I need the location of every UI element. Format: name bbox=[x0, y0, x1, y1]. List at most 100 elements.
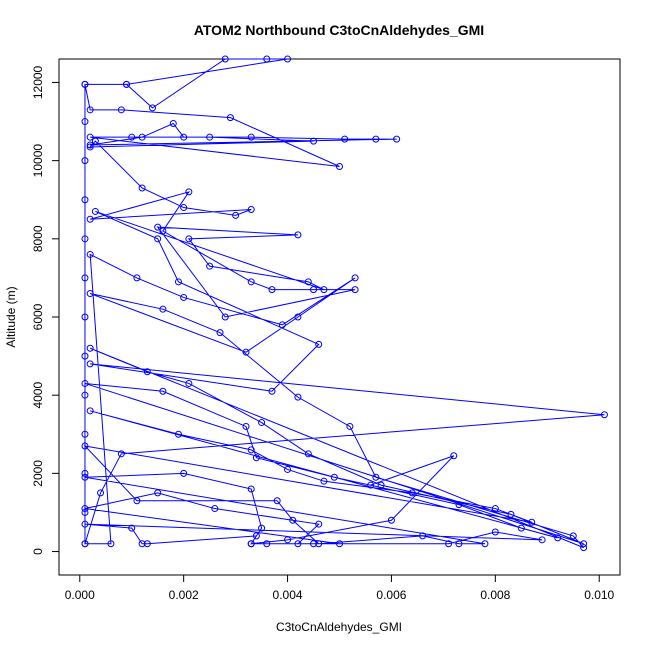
data-point bbox=[86, 215, 94, 223]
y-tick-label: 4000 bbox=[31, 382, 45, 409]
data-point bbox=[81, 391, 89, 399]
data-point bbox=[81, 379, 89, 387]
data-point bbox=[211, 505, 219, 513]
y-tick-label: 2000 bbox=[31, 460, 45, 487]
data-point bbox=[232, 211, 240, 219]
data-point bbox=[123, 80, 131, 88]
data-point bbox=[336, 540, 343, 548]
data-point bbox=[247, 133, 255, 141]
data-point bbox=[310, 137, 318, 145]
data-point bbox=[263, 540, 271, 548]
data-point bbox=[81, 157, 89, 165]
data-point bbox=[169, 120, 177, 127]
data-point bbox=[315, 540, 323, 548]
y-axis-label: Altitude (m) bbox=[4, 286, 18, 347]
data-point bbox=[143, 540, 151, 548]
data-point bbox=[528, 518, 536, 526]
data-point bbox=[294, 231, 302, 239]
x-axis-label: C3toCnAldehydes_GMI bbox=[276, 620, 402, 634]
data-point bbox=[149, 104, 156, 112]
data-point bbox=[174, 278, 182, 286]
x-tick-label: 0.010 bbox=[584, 588, 614, 602]
chart-title: ATOM2 Northbound C3toCnAldehydes_GMI bbox=[194, 22, 484, 38]
data-point bbox=[408, 489, 416, 497]
data-point bbox=[387, 516, 395, 524]
x-tick-label: 0.000 bbox=[65, 588, 95, 602]
data-point bbox=[330, 473, 338, 481]
data-point bbox=[159, 387, 167, 395]
data-point bbox=[491, 505, 499, 513]
y-tick-label: 12000 bbox=[31, 65, 45, 99]
data-point bbox=[247, 540, 255, 548]
data-point bbox=[247, 206, 255, 213]
data-point bbox=[284, 465, 292, 473]
data-point bbox=[372, 135, 380, 143]
data-point bbox=[97, 489, 105, 497]
data-point bbox=[81, 274, 89, 282]
data-point bbox=[247, 278, 255, 286]
y-tick-label: 0 bbox=[31, 548, 45, 555]
data-point bbox=[91, 137, 99, 145]
data-point bbox=[86, 344, 94, 352]
data-point bbox=[252, 454, 260, 462]
data-point bbox=[86, 250, 94, 258]
data-point bbox=[367, 481, 375, 489]
data-point bbox=[554, 534, 562, 542]
data-point bbox=[268, 286, 276, 294]
x-tick-label: 0.006 bbox=[376, 588, 406, 602]
x-tick-label: 0.008 bbox=[480, 588, 510, 602]
y-tick-label: 10000 bbox=[31, 144, 45, 178]
data-point bbox=[221, 313, 229, 321]
data-point bbox=[242, 348, 250, 356]
data-point bbox=[154, 489, 162, 497]
data-point bbox=[315, 520, 323, 528]
data-point bbox=[133, 274, 141, 282]
data-point bbox=[133, 497, 141, 505]
data-point bbox=[174, 430, 182, 438]
data-point bbox=[445, 540, 453, 548]
data-point bbox=[91, 207, 99, 215]
data-point bbox=[81, 235, 89, 243]
data-point bbox=[252, 532, 260, 540]
data-point bbox=[138, 540, 146, 548]
data-point bbox=[180, 469, 188, 477]
data-point bbox=[81, 118, 89, 126]
data-point bbox=[450, 452, 458, 460]
data-point bbox=[538, 536, 546, 544]
data-point bbox=[143, 368, 151, 376]
data-point bbox=[154, 223, 162, 231]
data-point bbox=[258, 419, 266, 427]
data-point bbox=[310, 286, 318, 294]
data-point bbox=[159, 305, 167, 313]
data-point bbox=[86, 360, 94, 368]
x-tick-label: 0.004 bbox=[273, 588, 303, 602]
data-point bbox=[455, 540, 463, 548]
data-point bbox=[284, 536, 292, 544]
series-line bbox=[83, 58, 605, 549]
data-point bbox=[226, 114, 234, 122]
data-point bbox=[81, 80, 89, 88]
data-point bbox=[117, 450, 125, 458]
data-point bbox=[81, 196, 89, 204]
data-point bbox=[346, 422, 354, 430]
data-point bbox=[491, 528, 499, 536]
data-point bbox=[81, 540, 89, 548]
data-point bbox=[351, 286, 359, 294]
data-point bbox=[81, 473, 89, 481]
data-point bbox=[86, 141, 94, 149]
data-point bbox=[336, 163, 343, 170]
data-point bbox=[128, 524, 136, 532]
data-point bbox=[117, 106, 125, 114]
data-point bbox=[221, 55, 229, 63]
data-point bbox=[180, 133, 188, 141]
data-point bbox=[263, 55, 271, 63]
data-point bbox=[81, 430, 89, 438]
data-point bbox=[81, 508, 89, 516]
data-point bbox=[206, 133, 214, 141]
data-point bbox=[128, 133, 136, 141]
data-point bbox=[247, 446, 255, 454]
data-point bbox=[81, 469, 89, 477]
data-point bbox=[455, 501, 463, 509]
data-point bbox=[320, 286, 328, 294]
